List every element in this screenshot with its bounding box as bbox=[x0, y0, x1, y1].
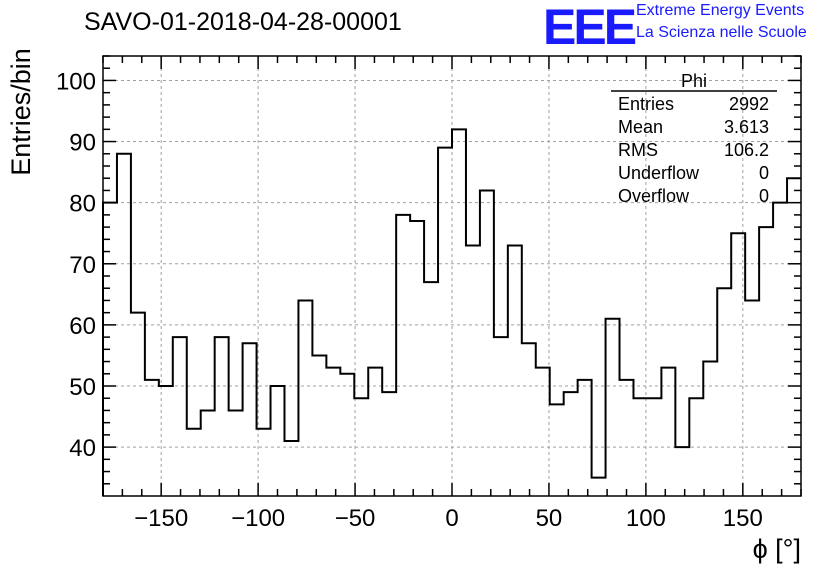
stats-name: Phi bbox=[681, 71, 707, 91]
histogram-bin bbox=[326, 368, 340, 496]
histogram-bin bbox=[284, 441, 298, 496]
histogram-bin bbox=[131, 313, 145, 496]
histogram-bin bbox=[536, 368, 550, 496]
x-tick-label: 100 bbox=[626, 505, 666, 532]
histogram-bin bbox=[159, 386, 173, 496]
stats-label-underflow: Underflow bbox=[618, 163, 700, 183]
histogram-bin bbox=[620, 380, 634, 496]
histogram-bin bbox=[522, 343, 536, 496]
histogram-bin bbox=[647, 398, 661, 496]
histogram-bin bbox=[382, 392, 396, 496]
histogram-bin bbox=[271, 386, 285, 496]
y-tick-labels: 40 50 60 70 80 90 100 bbox=[56, 68, 96, 462]
grid-lines bbox=[103, 56, 801, 496]
stats-label-mean: Mean bbox=[618, 117, 663, 137]
histogram-bin bbox=[452, 129, 466, 496]
histogram-bin bbox=[201, 410, 215, 496]
histogram-bin bbox=[368, 368, 382, 496]
histogram-bin bbox=[480, 190, 494, 496]
histogram-bin bbox=[410, 221, 424, 496]
histogram-series bbox=[102, 128, 801, 496]
histogram-bin bbox=[606, 319, 620, 496]
org-name-line2: La Scienza nelle Scuole bbox=[636, 24, 807, 41]
histogram-bin bbox=[578, 380, 592, 496]
stats-value-rms: 106.2 bbox=[724, 140, 769, 160]
histogram-bin bbox=[689, 398, 703, 496]
stats-box: Phi Entries 2992 Mean 3.613 RMS 106.2 Un… bbox=[611, 71, 777, 206]
histogram-bin bbox=[592, 478, 606, 496]
y-tick-label: 70 bbox=[69, 252, 96, 279]
histogram-bin bbox=[117, 154, 131, 496]
y-tick-label: 40 bbox=[69, 435, 96, 462]
histogram-bin bbox=[675, 447, 689, 496]
histogram-bin bbox=[145, 380, 159, 496]
org-name-line1: Extreme Energy Events bbox=[636, 2, 805, 19]
eee-logo: EEE bbox=[543, 0, 637, 55]
chart-title: SAVO-01-2018-04-28-00001 bbox=[84, 8, 402, 36]
stats-label-overflow: Overflow bbox=[618, 186, 690, 206]
histogram-bin bbox=[173, 337, 187, 496]
x-tick-label: 50 bbox=[536, 505, 563, 532]
y-tick-label: 80 bbox=[69, 191, 96, 218]
histogram-bin bbox=[494, 337, 508, 496]
y-axis-label: Entries/bin bbox=[6, 48, 36, 176]
histogram-bin bbox=[340, 374, 354, 496]
histogram-bins bbox=[103, 129, 801, 496]
y-tick-label: 90 bbox=[69, 130, 96, 157]
histogram-bin bbox=[243, 343, 257, 496]
x-tick-label: −100 bbox=[231, 505, 285, 532]
x-tick-labels: −150 −100 −50 0 50 100 150 bbox=[134, 505, 763, 532]
histogram-bin bbox=[229, 410, 243, 496]
histogram-bin bbox=[633, 398, 647, 496]
histogram-bin bbox=[187, 429, 201, 496]
histogram-bin bbox=[354, 398, 368, 496]
stats-value-entries: 2992 bbox=[729, 94, 769, 114]
histogram-bin bbox=[731, 233, 745, 496]
x-tick-label: −150 bbox=[134, 505, 188, 532]
histogram-bin bbox=[564, 392, 578, 496]
stats-label-rms: RMS bbox=[618, 140, 658, 160]
x-tick-label: −50 bbox=[335, 505, 376, 532]
histogram-bin bbox=[661, 368, 675, 496]
y-tick-label: 60 bbox=[69, 313, 96, 340]
stats-value-underflow: 0 bbox=[759, 163, 769, 183]
x-axis-label: ϕ [°] bbox=[753, 534, 801, 564]
histogram-bin bbox=[396, 215, 410, 496]
histogram-bin bbox=[298, 300, 312, 496]
histogram-bin bbox=[759, 227, 773, 496]
histogram-bin bbox=[438, 148, 452, 496]
axis-ticks bbox=[102, 55, 802, 496]
y-tick-label: 50 bbox=[69, 374, 96, 401]
histogram-bin bbox=[703, 362, 717, 496]
histogram-bin bbox=[312, 355, 326, 496]
stats-value-overflow: 0 bbox=[759, 186, 769, 206]
x-tick-label: 0 bbox=[445, 505, 458, 532]
histogram-bin bbox=[466, 245, 480, 496]
histogram-bin bbox=[773, 203, 787, 496]
histogram-bin bbox=[215, 337, 229, 496]
x-tick-label: 150 bbox=[723, 505, 763, 532]
histogram-bin bbox=[717, 288, 731, 496]
histogram-bin bbox=[508, 245, 522, 496]
y-tick-label: 100 bbox=[56, 68, 96, 95]
histogram-bin bbox=[745, 300, 759, 496]
stats-value-mean: 3.613 bbox=[724, 117, 769, 137]
stats-label-entries: Entries bbox=[618, 94, 674, 114]
histogram-bin bbox=[550, 404, 564, 496]
histogram-bin bbox=[424, 282, 438, 496]
